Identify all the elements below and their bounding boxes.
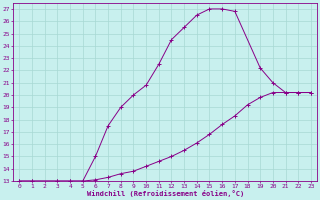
X-axis label: Windchill (Refroidissement éolien,°C): Windchill (Refroidissement éolien,°C) bbox=[86, 190, 244, 197]
